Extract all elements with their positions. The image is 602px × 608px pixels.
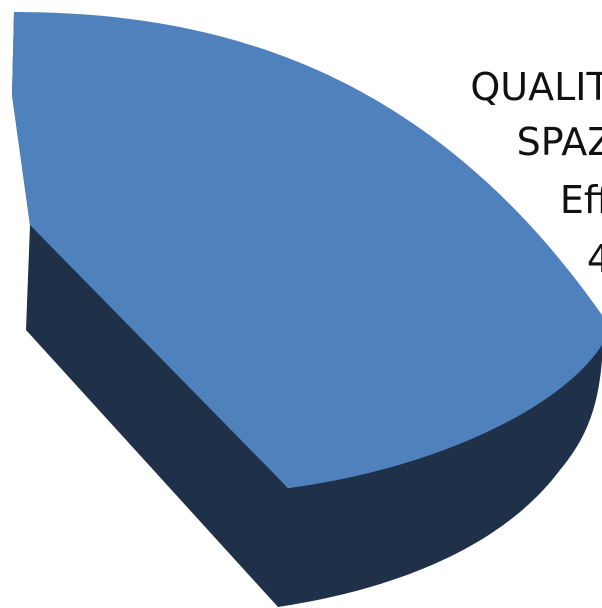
slice-label-line-3: Eff [560,178,602,222]
pie-slice-top [12,12,602,488]
slice-label-line-4: 4 [587,237,602,281]
slice-label-line-1: QUALIT [470,65,602,109]
pie-slice-side [12,12,602,607]
slice-label-line-2: SPAZ [517,120,602,164]
